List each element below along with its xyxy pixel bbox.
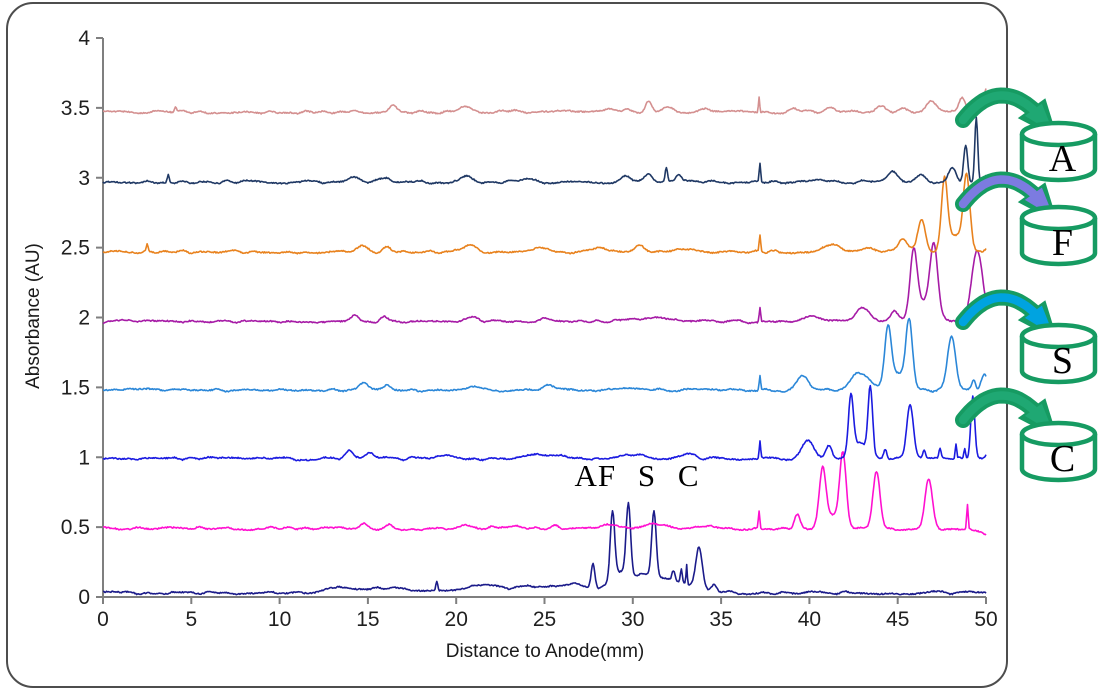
flow-arrow-fill — [958, 391, 1038, 425]
x-tick-label: 50 — [974, 608, 997, 631]
trace-line-trace-5 — [102, 241, 987, 325]
x-tick-label: 40 — [798, 608, 821, 631]
cylinder-label: A — [1049, 138, 1077, 180]
y-tick-label: 4 — [78, 27, 90, 50]
cylinder-label: S — [1052, 340, 1073, 382]
trace-line-trace-8 — [102, 88, 987, 115]
storage-cylinder-F: F — [1019, 204, 1098, 267]
y-axis-title: Absorbance (AU) — [23, 243, 44, 389]
cylinder-top — [1019, 120, 1098, 148]
x-tick-label: 10 — [268, 608, 291, 631]
chart-border — [6, 2, 1008, 688]
cylinder-top — [1019, 420, 1098, 448]
trace-line-trace-2 — [102, 450, 987, 536]
cylinder-label: F — [1052, 222, 1073, 264]
traces — [102, 88, 987, 596]
y-tick-label: 3 — [78, 167, 90, 190]
x-tick-label: 20 — [445, 608, 468, 631]
trace-line-trace-6 — [102, 172, 987, 255]
x-tick-label: 35 — [709, 608, 732, 631]
flow-arrow-fill — [958, 293, 1038, 327]
y-tick-label: 2.5 — [61, 237, 90, 260]
flow-arrow-C — [955, 387, 1058, 440]
flow-arrow-fill — [958, 175, 1038, 209]
y-tick-label: 2 — [78, 307, 90, 330]
y-tick-label: 0.5 — [61, 516, 90, 539]
x-axis-title: Distance to Anode(mm) — [445, 641, 645, 662]
trace-line-trace-7 — [102, 116, 987, 185]
storage-cylinder-S: S — [1019, 322, 1098, 385]
flow-arrow-fill — [958, 91, 1038, 125]
x-tick-label: 30 — [621, 608, 644, 631]
x-tick-label: 25 — [533, 608, 556, 631]
trace-line-trace-3 — [102, 384, 987, 462]
axes: 00.511.522.533.540 5 10 15 20 25 30 35 40 45 50 — [61, 27, 998, 631]
y-tick-label: 0 — [78, 586, 90, 609]
y-tick-label: 3.5 — [61, 97, 90, 120]
cylinder-top — [1019, 204, 1098, 232]
trace-line-trace-1 — [102, 501, 987, 596]
cylinder-label: C — [1050, 438, 1075, 480]
y-tick-label: 1 — [78, 446, 90, 469]
storage-cylinder-C: C — [1019, 420, 1098, 483]
x-tick-label: 15 — [356, 608, 379, 631]
cylinder-top — [1019, 322, 1098, 350]
y-tick-label: 1.5 — [61, 376, 90, 399]
fraction-bins: AF S C — [955, 87, 1098, 483]
storage-cylinder-A: A — [1019, 120, 1098, 183]
x-tick-label: 45 — [886, 608, 909, 631]
x-tick-label: 5 — [185, 608, 197, 631]
peak-annotation: AF S C — [574, 458, 700, 493]
x-tick-label: 0 — [97, 608, 109, 631]
trace-line-trace-4 — [102, 317, 987, 393]
